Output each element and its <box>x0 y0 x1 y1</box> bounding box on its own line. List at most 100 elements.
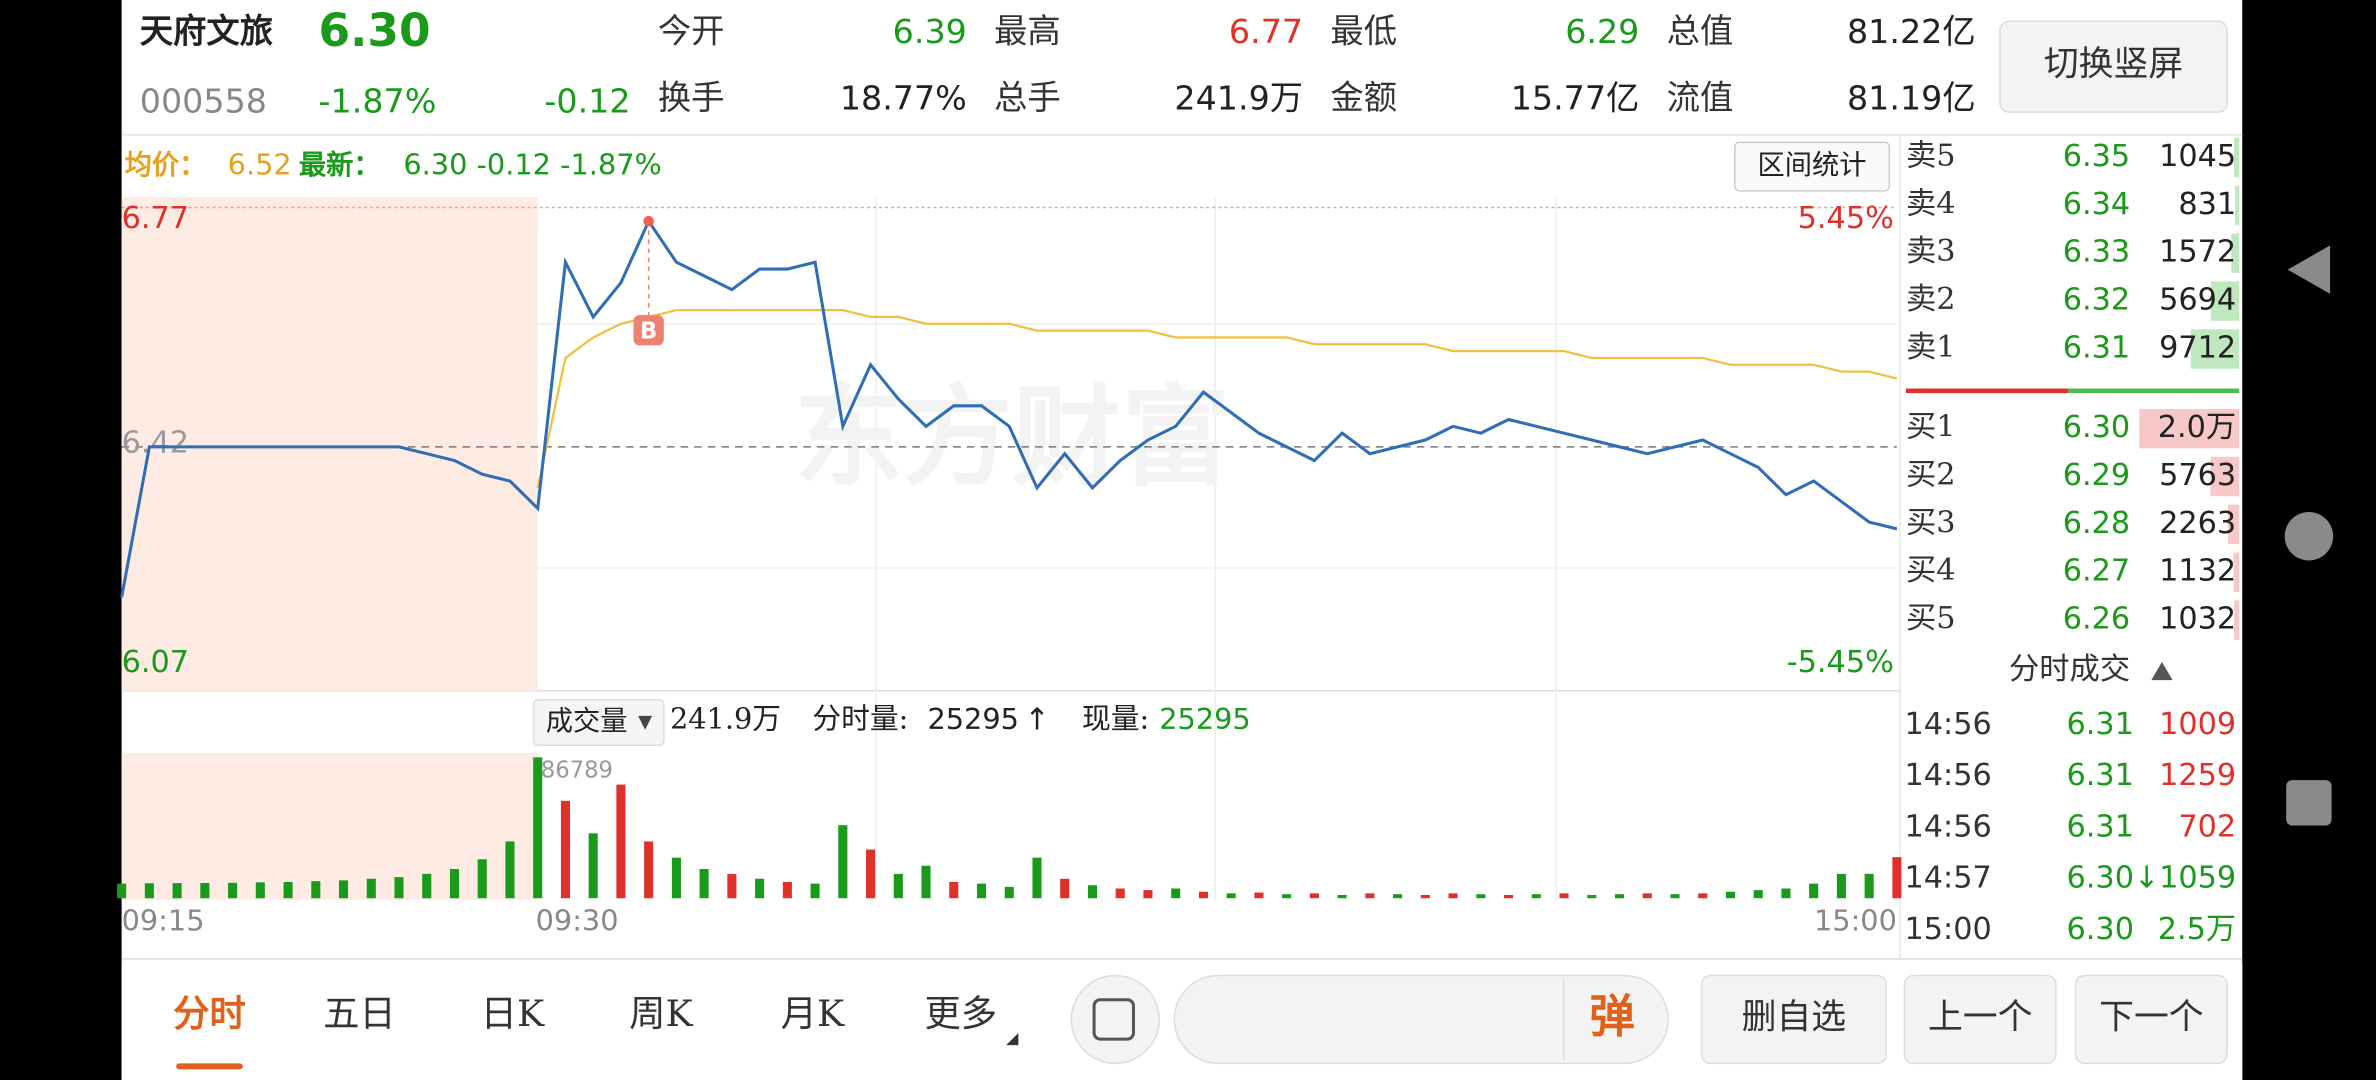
volume-bar <box>866 849 876 899</box>
volume-bar <box>172 883 182 899</box>
trade-volume: 1059 <box>2159 861 2236 896</box>
action-button[interactable] <box>1700 974 1888 1065</box>
volume-bar <box>1060 878 1070 899</box>
volume-bar <box>1365 893 1375 899</box>
book-label: 买4 <box>1906 553 1956 588</box>
book-label: 买5 <box>1906 601 1956 636</box>
volume-bar <box>1198 891 1208 899</box>
action-button[interactable] <box>1903 974 2057 1065</box>
tick-arrow: ↑ <box>1024 703 1049 738</box>
volume-bar <box>560 800 570 899</box>
book-volume-bar <box>2210 456 2240 497</box>
trade-time: 14:56 <box>1904 707 1991 742</box>
volume-bar <box>1836 873 1846 899</box>
y-tick-label: 6.42 <box>122 425 189 460</box>
book-label: 买3 <box>1906 505 1956 540</box>
volume-bar <box>117 883 127 899</box>
change: -0.12 <box>544 82 630 121</box>
stat-label: 最高 <box>994 11 1061 50</box>
stat-label: 今开 <box>658 11 725 50</box>
latest-value: 6.30 -0.12 -1.87% <box>403 148 662 182</box>
trade-time: 15:00 <box>1904 912 1991 947</box>
book-price: 6.27 <box>2063 554 2130 589</box>
volume-bar <box>893 873 903 899</box>
volume-bar <box>255 882 265 899</box>
volume-bar <box>1642 893 1652 899</box>
tab[interactable]: 周K <box>629 992 693 1035</box>
nav-back[interactable] <box>2287 245 2331 294</box>
trades-title: 分时成交 <box>2009 652 2130 687</box>
volume-bar <box>1337 894 1347 899</box>
volume-bar <box>1282 894 1292 899</box>
toggle-text: 切换竖屏 <box>2044 45 2183 85</box>
price-line <box>120 218 1898 598</box>
nav-recent[interactable] <box>2286 780 2332 826</box>
book-volume-bar <box>2227 504 2240 545</box>
volume-bar <box>1753 890 1763 899</box>
x-tick-label: 09:30 <box>536 903 619 937</box>
trade-price: 6.30 <box>2067 912 2134 947</box>
nav-home[interactable] <box>2284 511 2334 561</box>
tab[interactable]: 更多 <box>924 992 997 1035</box>
book-label: 买2 <box>1906 458 1956 493</box>
volume-bar <box>727 873 737 899</box>
action-button-text: 删自选 <box>1742 997 1847 1037</box>
trade-volume: 1009 <box>2159 707 2236 742</box>
book-price: 6.30 <box>2063 410 2130 445</box>
book-volume-bar <box>2235 185 2240 226</box>
watermark: 东方财富 <box>794 373 1230 501</box>
volume-bar <box>588 833 598 899</box>
toggle-button[interactable] <box>1999 20 2228 113</box>
volume-bar <box>782 882 792 899</box>
volume-bar <box>1476 894 1486 899</box>
book-price: 6.29 <box>2063 458 2130 493</box>
book-volume: 9712 <box>2159 330 2236 365</box>
volume-bar <box>1670 894 1680 899</box>
volume-bar <box>1448 893 1458 899</box>
book-volume-bar <box>2190 329 2240 369</box>
latest-label: 最新： <box>299 149 381 181</box>
trade-volume: 702 <box>2178 809 2236 844</box>
book-price: 6.32 <box>2063 283 2130 318</box>
volume-bar <box>1171 888 1181 899</box>
volume-bar <box>1504 894 1514 899</box>
tab[interactable]: 日K <box>481 992 545 1035</box>
y2-tick-label: 5.45% <box>1798 201 1894 236</box>
dropdown-caret: ▼ <box>638 712 652 733</box>
chat-button[interactable] <box>1070 974 1160 1065</box>
book-label: 卖2 <box>1906 282 1956 317</box>
tick-volume: 25295 <box>927 702 1019 736</box>
range-button-text: 区间统计 <box>1758 150 1867 181</box>
x-tick-label: 09:15 <box>122 903 205 937</box>
y2-tick-label: -5.45% <box>1787 645 1894 680</box>
danmaku-icon[interactable]: 弹 <box>1589 990 1634 1043</box>
change-pct: -1.87% <box>319 82 437 121</box>
tab[interactable]: 分时 <box>173 992 246 1035</box>
stat-value: 81.19亿 <box>1847 78 1976 117</box>
volume-bar <box>311 881 321 899</box>
stat-label: 金额 <box>1330 78 1397 117</box>
tab[interactable]: 五日 <box>323 992 396 1035</box>
action-button-text: 上一个 <box>1928 997 2033 1037</box>
book-volume-bar <box>2210 281 2240 321</box>
tick-volume-label: 分时量: <box>812 702 908 736</box>
tab[interactable]: 月K <box>781 992 845 1035</box>
action-button[interactable] <box>2074 974 2228 1065</box>
trade-price: 6.30↓ <box>2067 861 2160 896</box>
volume-bar <box>1115 888 1125 899</box>
book-volume-bar <box>2233 552 2240 592</box>
book-volume-bar <box>2139 408 2240 449</box>
volume-bar <box>1143 890 1153 899</box>
book-label: 卖3 <box>1906 234 1956 269</box>
volume-bar <box>1087 885 1098 899</box>
range-button[interactable] <box>1734 141 1891 192</box>
volume-button[interactable] <box>532 699 665 747</box>
pre-market-shade <box>121 752 538 900</box>
comment-input[interactable] <box>1173 974 1669 1065</box>
book-volume-bar <box>2231 233 2240 273</box>
book-volume: 1132 <box>2159 554 2236 589</box>
trade-price: 6.31 <box>2067 758 2134 793</box>
trades-caret[interactable] <box>2151 661 2173 681</box>
average-line <box>536 308 1898 489</box>
